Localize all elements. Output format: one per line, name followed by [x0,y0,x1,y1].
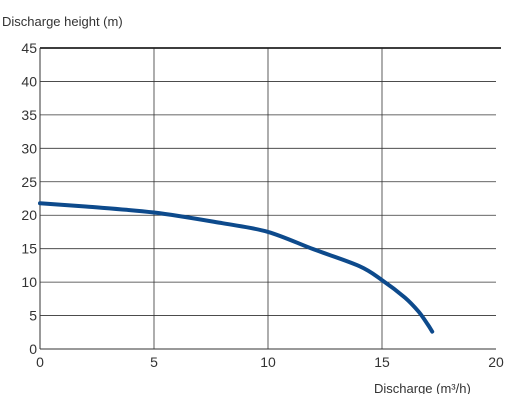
y-tick-label-40: 40 [21,73,37,89]
grid-lines [40,48,496,349]
y-tick-label-20: 20 [21,207,37,223]
series-layer [38,201,435,334]
x-tick-label-20: 20 [488,354,504,370]
x-tick-label-0: 0 [36,354,44,370]
y-tick-label-25: 25 [21,174,37,190]
x-axis-label: Discharge (m³/h) [374,381,471,394]
x-tick-labels: 0 5 10 15 20 [36,354,504,370]
y-axis-label: Discharge height (m) [2,14,123,29]
y-tick-label-10: 10 [21,274,37,290]
x-tick-label-15: 15 [374,354,390,370]
x-tick-label-10: 10 [260,354,276,370]
y-tick-label-5: 5 [29,308,37,324]
y-tick-label-35: 35 [21,107,37,123]
x-tick-label-5: 5 [150,354,158,370]
y-tick-label-30: 30 [21,140,37,156]
series-line-0 [38,201,435,334]
y-tick-label-45: 45 [21,40,37,56]
y-tick-label-0: 0 [29,341,37,357]
y-tick-label-15: 15 [21,241,37,257]
y-tick-labels: 0 5 10 15 20 25 30 35 40 45 [21,40,37,357]
